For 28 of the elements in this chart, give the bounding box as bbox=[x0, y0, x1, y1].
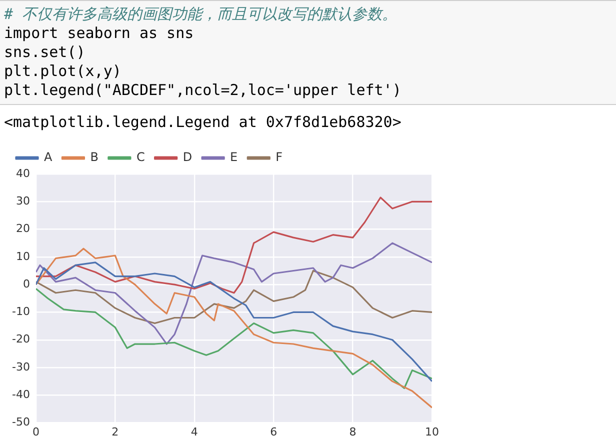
legend-label: B bbox=[90, 150, 98, 164]
y-tick-label: -20 bbox=[12, 332, 30, 346]
x-tick-label: 0 bbox=[32, 425, 40, 438]
y-tick-label: 30 bbox=[16, 194, 30, 208]
y-tick-label: -30 bbox=[12, 360, 30, 374]
y-tick-label: 10 bbox=[16, 250, 30, 263]
text: plt.plot(x,y) bbox=[4, 62, 122, 81]
text: plt.legend("ABCDEF",ncol=2,loc='upper left') bbox=[4, 81, 402, 100]
x-tick-label: 4 bbox=[190, 425, 198, 438]
y-tick-label: -10 bbox=[12, 305, 30, 318]
y-tick-label: -40 bbox=[12, 388, 30, 402]
text: import seaborn as sns bbox=[4, 24, 195, 43]
y-tick-label: 20 bbox=[16, 222, 30, 236]
x-tick-label: 8 bbox=[349, 425, 356, 438]
legend-label: A bbox=[44, 150, 53, 164]
text: sns.set() bbox=[4, 43, 86, 62]
y-tick-label: 40 bbox=[16, 166, 30, 180]
x-tick-label: 10 bbox=[425, 425, 439, 438]
legend-label: F bbox=[276, 150, 283, 164]
text: # 不仅有许多高级的画图功能，而且可以改写的默认参数。 bbox=[4, 5, 398, 24]
legend-label: D bbox=[182, 150, 192, 164]
y-tick-label: -50 bbox=[12, 416, 30, 429]
x-tick-label: 6 bbox=[270, 425, 278, 438]
legend-label: E bbox=[230, 150, 238, 164]
legend-label: C bbox=[136, 150, 145, 164]
text: <matplotlib.legend.Legend at 0x7f8d1eb68320> bbox=[3, 112, 402, 133]
x-tick-label: 2 bbox=[112, 425, 119, 438]
y-tick-label: 0 bbox=[22, 277, 30, 290]
